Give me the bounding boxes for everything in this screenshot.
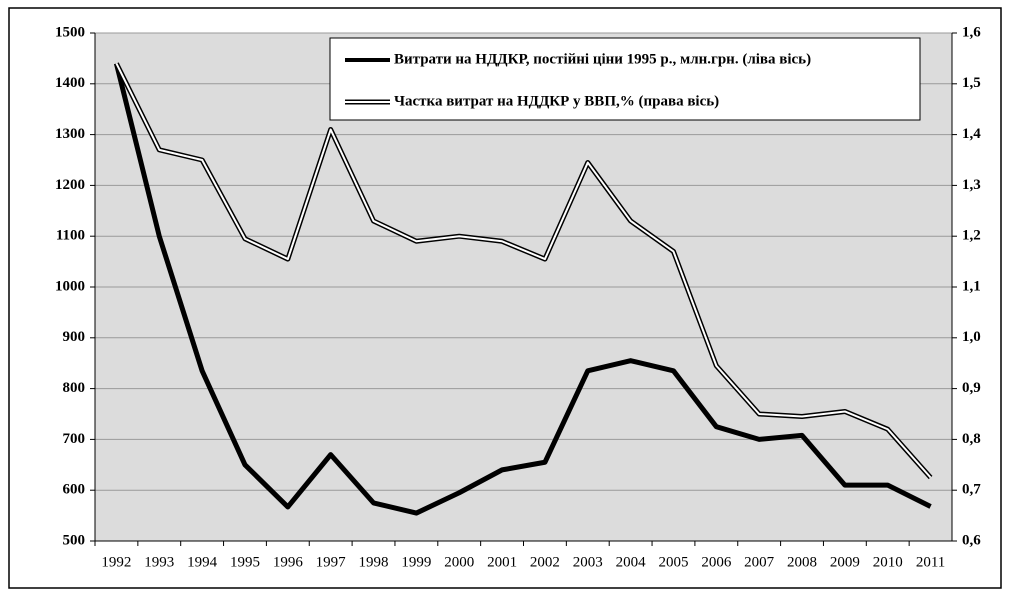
x-tick-label: 2011 [916,554,945,570]
series-line [113,62,932,516]
y-tick-label: 700 [63,431,86,447]
y2-tick-label: 1,5 [962,75,981,91]
legend-label: Частка витрат на НДДКР у ВВП,% (права ві… [394,93,719,109]
y-tick-label: 600 [63,482,86,498]
x-tick-label: 2004 [616,554,647,570]
x-tick-label: 1998 [359,554,389,570]
x-tick-label: 2009 [830,554,860,570]
y2-tick-label: 1,4 [962,126,981,142]
y2-tick-label: 1,0 [962,329,981,345]
y-tick-label: 1000 [55,278,85,294]
y2-tick-label: 0,9 [962,380,981,396]
series-line [115,63,932,479]
y-tick-label: 1300 [55,126,85,142]
y2-tick-label: 0,6 [962,532,981,548]
y-tick-label: 1400 [55,75,85,91]
legend [329,37,921,121]
x-tick-label: 2007 [744,554,775,570]
x-tick-label: 2000 [444,554,474,570]
x-tick-label: 1996 [273,554,304,570]
x-tick-label: 1993 [144,554,174,570]
y-tick-label: 1200 [55,177,85,193]
y2-tick-label: 1,1 [962,278,981,294]
x-tick-label: 1999 [401,554,431,570]
y2-tick-label: 1,3 [962,177,981,193]
x-tick-label: 2002 [530,554,560,570]
y-tick-label: 1100 [56,228,85,244]
legend-label: Витрати на НДДКР, постійні ціни 1995 р.,… [394,51,811,67]
x-tick-label: 1995 [230,554,260,570]
y2-tick-label: 0,7 [962,482,981,498]
y2-tick-label: 0,8 [962,431,981,447]
x-tick-label: 2010 [873,554,903,570]
x-tick-label: 1992 [101,554,131,570]
x-tick-label: 2003 [573,554,603,570]
x-tick-label: 1997 [316,554,347,570]
y-tick-label: 900 [63,329,86,345]
y-tick-label: 500 [63,532,86,548]
y-tick-label: 800 [63,380,86,396]
y-tick-label: 1500 [55,24,85,40]
y2-tick-label: 1,2 [962,228,981,244]
x-tick-label: 2005 [658,554,688,570]
x-tick-label: 1994 [187,554,218,570]
x-tick-label: 2001 [487,554,517,570]
y2-tick-label: 1,6 [962,24,981,40]
x-tick-label: 2006 [701,554,732,570]
x-tick-label: 2008 [787,554,817,570]
